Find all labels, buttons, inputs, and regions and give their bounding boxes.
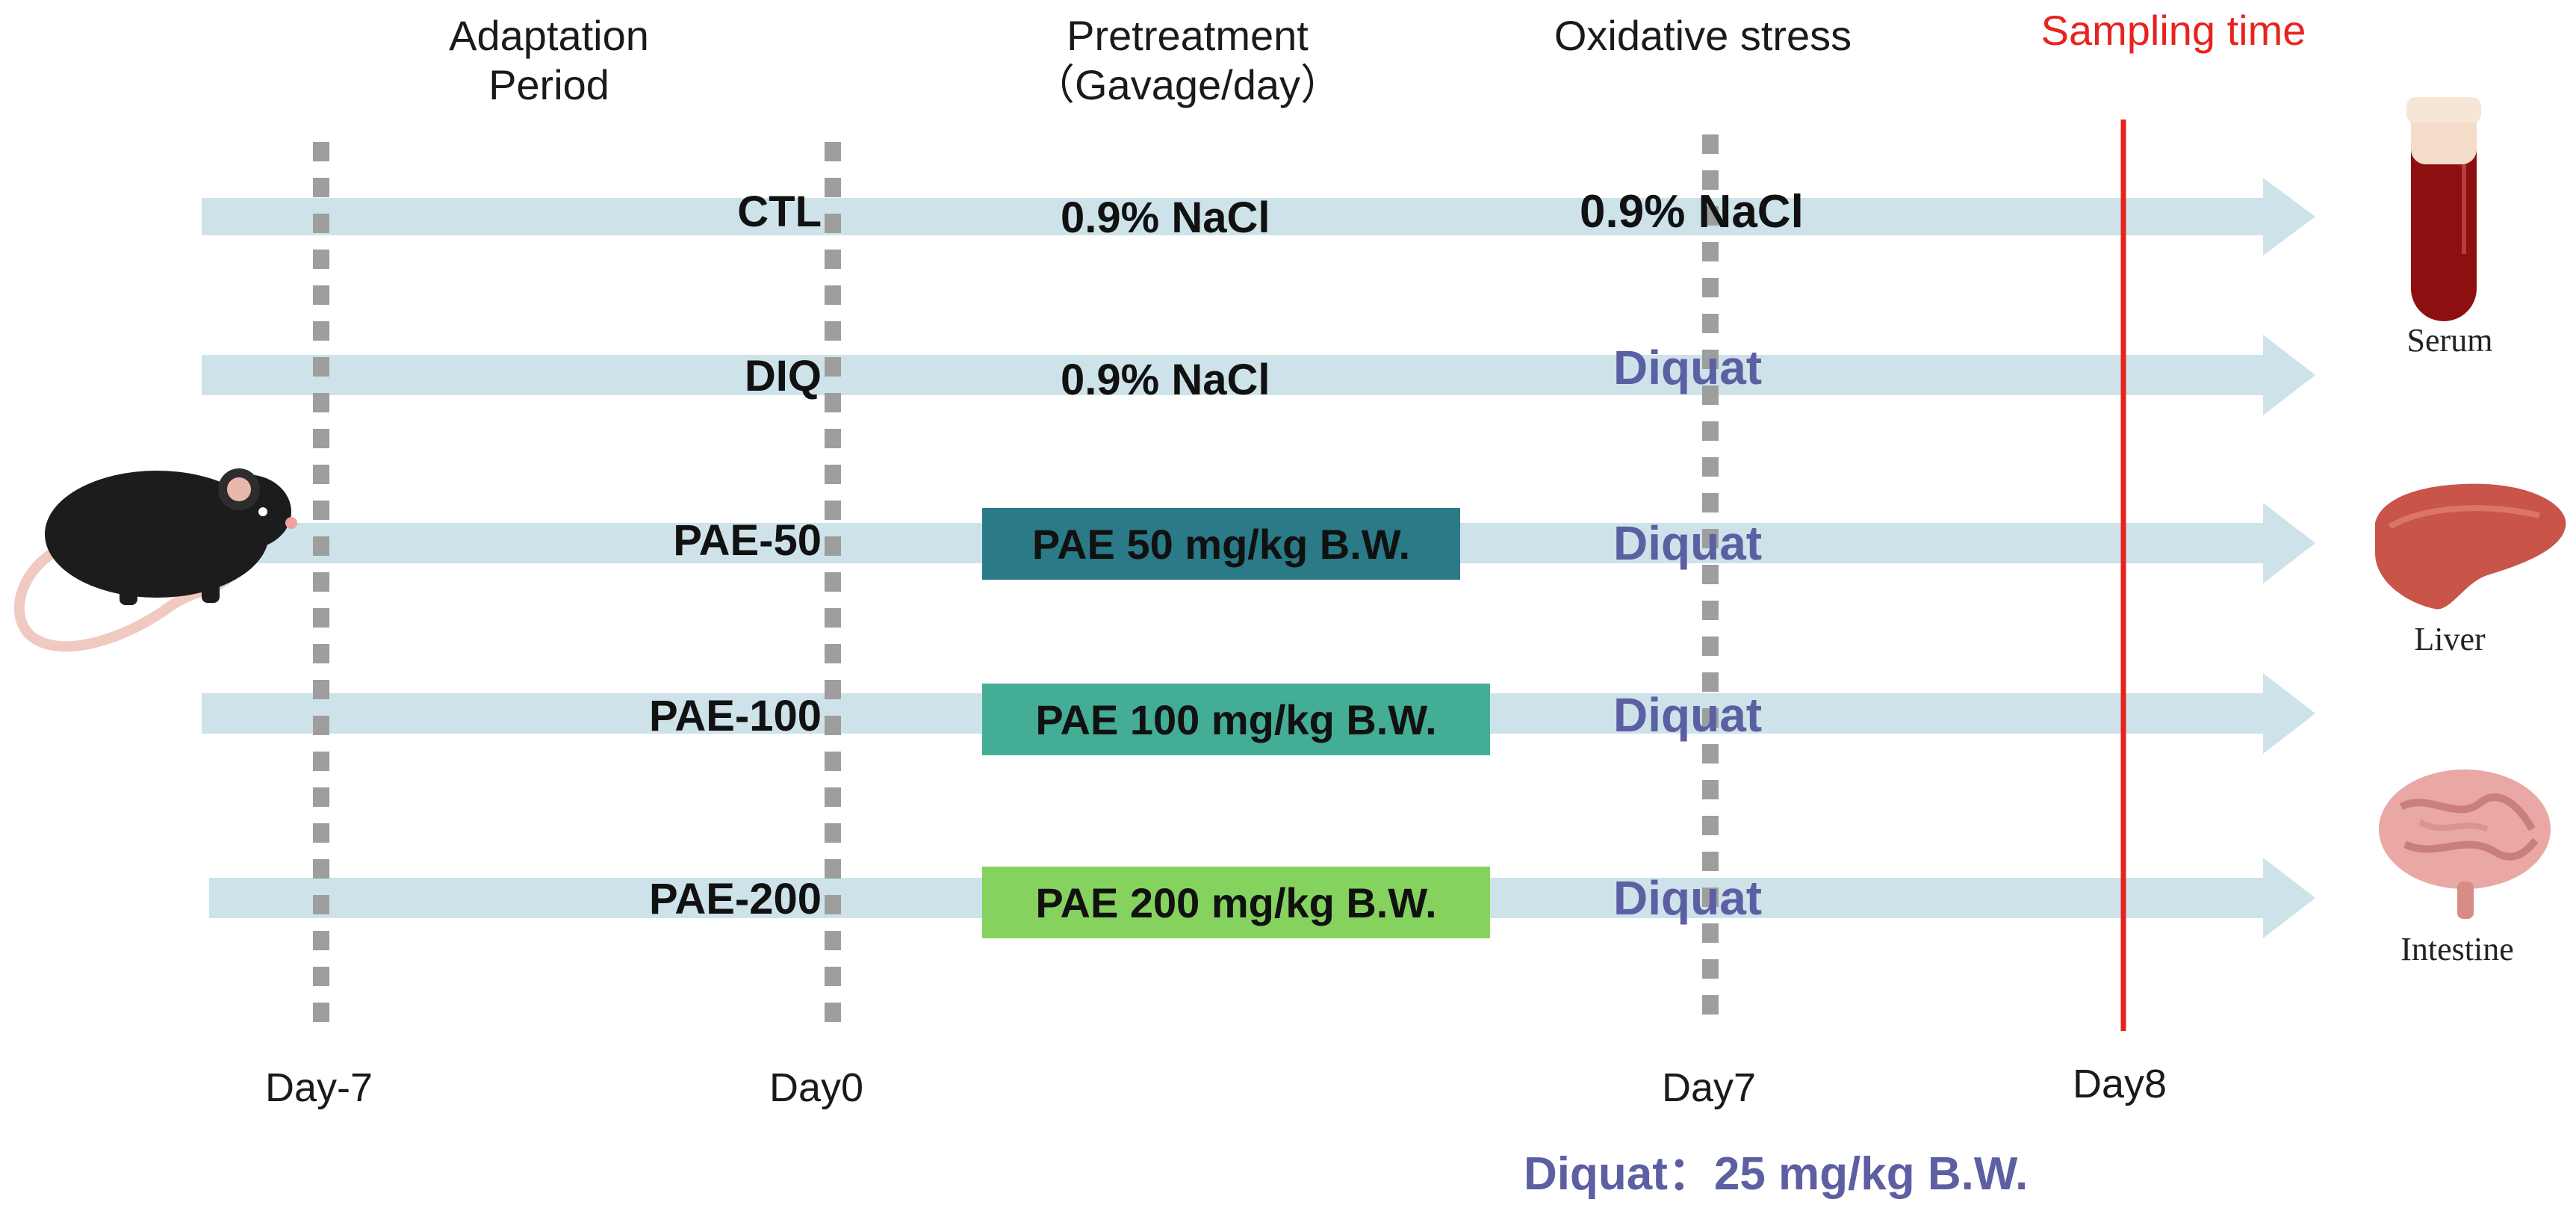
group-row-pae50: PAE-50 bbox=[523, 515, 822, 575]
group-label-pae200: PAE-200 bbox=[648, 875, 822, 923]
pretreatment-pae50: PAE 50 mg/kg B.W. bbox=[982, 508, 1460, 580]
adaptation-line2: Period bbox=[488, 61, 609, 108]
intestine-icon bbox=[2379, 769, 2551, 919]
group-row-ctl: CTL bbox=[523, 187, 822, 247]
pretreatment-line2: （Gavage/day） bbox=[1033, 61, 1342, 108]
stress-pae50: Diquat bbox=[1613, 516, 1763, 570]
pretreatment-pae200: PAE 200 mg/kg B.W. bbox=[982, 867, 1490, 938]
group-row-pae200: PAE-200 bbox=[523, 874, 822, 934]
dashed-lines bbox=[313, 134, 1719, 1031]
blood-tube-icon bbox=[2406, 97, 2481, 321]
stress-diq: Diquat bbox=[1613, 341, 1763, 394]
pretreatment-ctl: 0.9% NaCl bbox=[1061, 193, 1270, 242]
sample-label-serum: Serum bbox=[2406, 322, 2493, 359]
pretreatment-line1: Pretreatment bbox=[1067, 12, 1309, 59]
stress-pae100: Diquat bbox=[1613, 688, 1763, 742]
mouse-icon bbox=[13, 468, 297, 652]
arrow-ctl bbox=[202, 178, 2315, 255]
arrow-diq bbox=[202, 335, 2315, 415]
stress-pae200: Diquat bbox=[1613, 871, 1763, 925]
adaptation-line1: Adaptation bbox=[449, 12, 649, 59]
day-label-8: Day8 bbox=[2073, 1062, 2167, 1106]
liver-icon bbox=[2375, 483, 2566, 610]
day-label-minus7: Day-7 bbox=[265, 1065, 373, 1110]
group-row-pae100: PAE-100 bbox=[523, 691, 822, 751]
group-label-diq: DIQ bbox=[744, 352, 822, 400]
day-label-0: Day0 bbox=[769, 1065, 864, 1110]
group-label-pae100: PAE-100 bbox=[648, 692, 822, 740]
group-label-pae50: PAE-50 bbox=[673, 516, 822, 565]
oxidative-stress-header: Oxidative stress bbox=[1554, 12, 1852, 59]
diquat-dose-footnote: Diquat：25 mg/kg B.W. bbox=[1524, 1148, 2029, 1200]
pretreatment-pae100: PAE 100 mg/kg B.W. bbox=[982, 684, 1490, 755]
sample-label-intestine: Intestine bbox=[2400, 931, 2514, 967]
group-label-ctl: CTL bbox=[737, 188, 822, 236]
stress-ctl: 0.9% NaCl bbox=[1580, 186, 1804, 238]
pretreatment-diq: 0.9% NaCl bbox=[1061, 356, 1270, 404]
sample-label-liver: Liver bbox=[2414, 621, 2486, 657]
sampling-time-header: Sampling time bbox=[2040, 7, 2306, 54]
day-label-7: Day7 bbox=[1662, 1065, 1757, 1110]
group-row-diq: DIQ bbox=[523, 351, 822, 411]
adaptation-period-header: Adaptation Period bbox=[426, 11, 672, 110]
pretreatment-header: Pretreatment （Gavage/day） bbox=[993, 11, 1382, 110]
